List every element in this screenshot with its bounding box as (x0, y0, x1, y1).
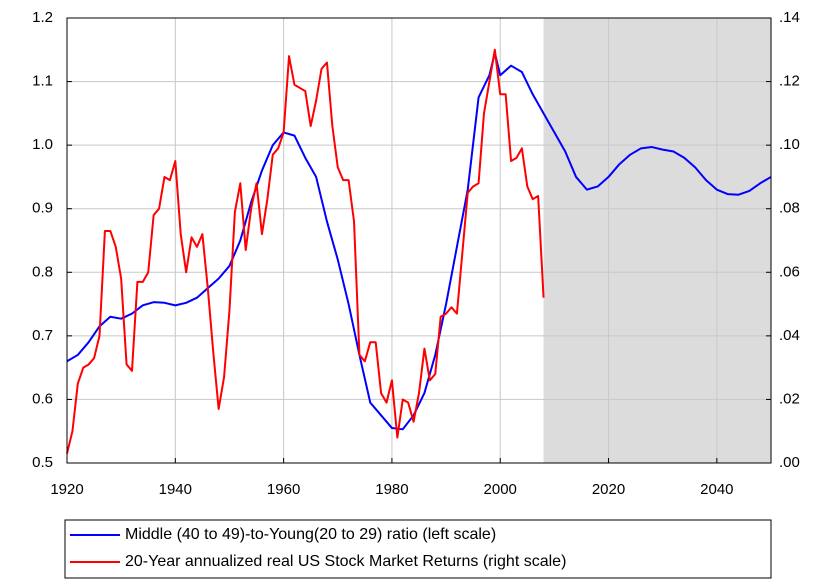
series-layer (66, 48, 772, 454)
y2-tick-label: .10 (779, 136, 800, 153)
y-tick-label: 0.5 (32, 454, 53, 471)
x-tick-label: 1980 (375, 481, 408, 498)
y-tick-label: 0.8 (32, 263, 53, 280)
y-tick-label: 0.6 (32, 390, 53, 407)
y-tick-label: 1.1 (32, 73, 53, 90)
x-tick-label: 1960 (267, 481, 300, 498)
legend-box (64, 519, 772, 579)
y-tick-label: 1.0 (32, 136, 53, 153)
plot-frame (66, 17, 772, 464)
legend-label: 20-Year annualized real US Stock Market … (125, 553, 566, 570)
shaded-region (543, 18, 771, 463)
y2-tick-label: .04 (779, 327, 800, 344)
y2-tick-label: .00 (779, 454, 800, 471)
series-line (66, 48, 545, 454)
x-tick-label: 1940 (159, 481, 192, 498)
y2-tick-label: .02 (779, 390, 800, 407)
y2-tick-label: .14 (779, 9, 800, 26)
x-tick-label: 2020 (592, 481, 625, 498)
y2-tick-label: .06 (779, 263, 800, 280)
y-tick-label: 0.7 (32, 327, 53, 344)
y-tick-label: 0.9 (32, 200, 53, 217)
x-tick-label: 2000 (484, 481, 517, 498)
y-tick-label: 1.2 (32, 9, 53, 26)
x-tick-label: 2040 (700, 481, 733, 498)
plot-background (66, 17, 771, 464)
y2-tick-label: .12 (779, 73, 800, 90)
series-line (66, 51, 772, 431)
y2-tick-label: .08 (779, 200, 800, 217)
x-tick-label: 1920 (50, 481, 83, 498)
legend-label: Middle (40 to 49)-to-Young(20 to 29) rat… (125, 526, 496, 543)
